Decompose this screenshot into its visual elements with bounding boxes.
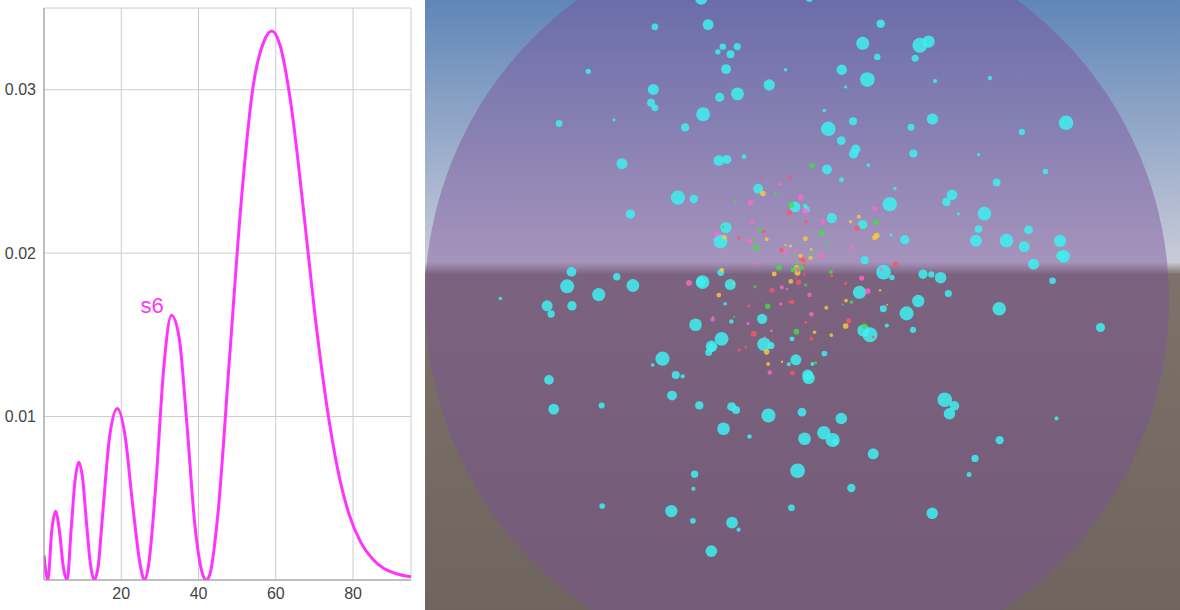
svg-text:0.01: 0.01 [5,408,36,425]
svg-text:20: 20 [112,585,130,602]
svg-text:80: 80 [344,585,362,602]
svg-text:0.02: 0.02 [5,245,36,262]
svg-text:s6: s6 [141,293,164,318]
svg-text:40: 40 [190,585,208,602]
svg-text:0.03: 0.03 [5,81,36,98]
svg-text:60: 60 [267,585,285,602]
